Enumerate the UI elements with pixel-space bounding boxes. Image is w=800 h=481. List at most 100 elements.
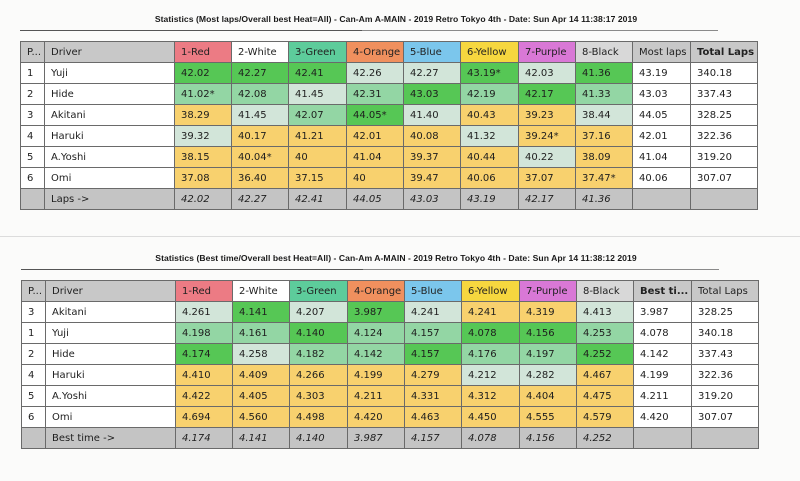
lane-4-orange-cell: 44.05*	[346, 104, 404, 126]
driver-cell: A.Yoshi	[44, 146, 175, 168]
column-header-3-green[interactable]: 3-Green	[289, 280, 348, 302]
column-header-total-laps[interactable]: Total Laps	[690, 41, 758, 63]
lane-7-purple-cell: 39.23	[518, 104, 576, 126]
column-header-6-yellow[interactable]: 6-Yellow	[460, 41, 519, 63]
footer-row: Laps -> 42.02 42.27 42.41 44.05 43.03 43.19 42.…	[20, 188, 758, 210]
column-header-5-blue[interactable]: 5-Blue	[403, 41, 461, 63]
column-header-1-red[interactable]: 1-Red	[174, 41, 232, 63]
column-header-6-yellow[interactable]: 6-Yellow	[461, 280, 520, 302]
lane-4-orange-cell: 40	[346, 167, 404, 189]
column-header-1-red[interactable]: 1-Red	[175, 280, 233, 302]
lane-7-purple-cell: 4.197	[519, 343, 577, 365]
table2-title-rule-right	[363, 269, 719, 270]
footer-label: Laps ->	[44, 188, 175, 210]
lane-8-black-cell: 4.579	[576, 406, 634, 428]
lane-5-blue-cell: 4.331	[404, 385, 462, 407]
lane-4-orange-cell: 42.31	[346, 83, 404, 105]
position-cell: 1	[20, 62, 45, 84]
lane-4-orange-cell: 4.211	[347, 385, 405, 407]
lane-7-purple-cell: 4.555	[519, 406, 577, 428]
lane-8-black-cell: 38.44	[575, 104, 633, 126]
lane-5-blue-cell: 4.241	[404, 301, 462, 323]
lane-8-black-cell: 37.47*	[575, 167, 633, 189]
column-header-8-black[interactable]: 8-Black	[575, 41, 633, 63]
position-cell: 5	[20, 146, 45, 168]
total-laps-cell: 319.20	[690, 146, 758, 168]
table-row: 6 Omi 37.08 36.40 37.15 40 39.47 40.06 37.07 37.4…	[20, 167, 758, 189]
column-header-driver[interactable]: Driver	[44, 41, 175, 63]
footer-best-cell: 41.36	[575, 188, 633, 210]
column-header-p[interactable]: P...	[20, 41, 45, 63]
lane-5-blue-cell: 40.08	[403, 125, 461, 147]
footer-empty-cell	[20, 188, 45, 210]
lane-2-white-cell: 42.27	[231, 62, 289, 84]
total-laps-cell: 307.07	[690, 167, 758, 189]
lane-3-green-cell: 41.45	[288, 83, 347, 105]
table-row: 4 Haruki 39.32 40.17 41.21 42.01 40.08 41.32 39.…	[20, 125, 758, 147]
column-header-3-green[interactable]: 3-Green	[288, 41, 347, 63]
column-header-total-laps[interactable]: Total Laps	[691, 280, 759, 302]
column-header-2-white[interactable]: 2-White	[232, 280, 290, 302]
table-header-row: P... Driver 1-Red 2-White 3-Green 4-Orange 5-B…	[20, 41, 758, 63]
lane-1-red-cell: 4.410	[175, 364, 233, 386]
lane-8-black-cell: 4.475	[576, 385, 634, 407]
column-header-best-ti[interactable]: Best ti...	[633, 280, 692, 302]
footer-empty-cell	[690, 188, 758, 210]
total-laps-cell: 340.18	[690, 62, 758, 84]
lane-5-blue-cell: 43.03	[403, 83, 461, 105]
lane-4-orange-cell: 4.142	[347, 343, 405, 365]
footer-best-cell: 43.19	[460, 188, 519, 210]
lane-6-yellow-cell: 40.44	[460, 146, 519, 168]
column-header-7-purple[interactable]: 7-Purple	[518, 41, 576, 63]
table-row: 2 Hide 4.174 4.258 4.182 4.142 4.157 4.176 4.197…	[21, 343, 759, 365]
footer-empty-cell	[632, 188, 691, 210]
column-header-most-laps[interactable]: Most laps	[632, 41, 691, 63]
lane-7-purple-cell: 42.03	[518, 62, 576, 84]
lane-2-white-cell: 4.560	[232, 406, 290, 428]
driver-cell: Haruki	[44, 125, 175, 147]
lane-8-black-cell: 4.253	[576, 322, 634, 344]
footer-empty-cell	[21, 427, 46, 449]
driver-cell: Omi	[45, 406, 176, 428]
column-header-4-orange[interactable]: 4-Orange	[346, 41, 404, 63]
lane-7-purple-cell: 4.156	[519, 322, 577, 344]
table-row: 3 Akitani 38.29 41.45 42.07 44.05* 41.40 40.43 3…	[20, 104, 758, 126]
column-header-8-black[interactable]: 8-Black	[576, 280, 634, 302]
lane-3-green-cell: 4.498	[289, 406, 348, 428]
footer-best-cell: 42.41	[288, 188, 347, 210]
best-cell: 43.03	[632, 83, 691, 105]
position-cell: 1	[21, 322, 46, 344]
column-header-7-purple[interactable]: 7-Purple	[519, 280, 577, 302]
footer-best-cell: 4.156	[519, 427, 577, 449]
lane-7-purple-cell: 39.24*	[518, 125, 576, 147]
footer-best-cell: 42.17	[518, 188, 576, 210]
lane-3-green-cell: 4.140	[289, 322, 348, 344]
column-header-2-white[interactable]: 2-White	[231, 41, 289, 63]
column-header-driver[interactable]: Driver	[45, 280, 176, 302]
table-row: 5 A.Yoshi 38.15 40.04* 40 41.04 39.37 40.44 40.2…	[20, 146, 758, 168]
lane-8-black-cell: 38.09	[575, 146, 633, 168]
total-laps-cell: 328.25	[690, 104, 758, 126]
lane-1-red-cell: 38.29	[174, 104, 232, 126]
best-cell: 44.05	[632, 104, 691, 126]
table1-title: Statistics (Most laps/Overall best Heat=…	[154, 14, 638, 24]
lane-5-blue-cell: 4.463	[404, 406, 462, 428]
best-cell: 42.01	[632, 125, 691, 147]
lane-2-white-cell: 40.17	[231, 125, 289, 147]
position-cell: 3	[21, 301, 46, 323]
lane-7-purple-cell: 4.404	[519, 385, 577, 407]
lane-3-green-cell: 4.266	[289, 364, 348, 386]
column-header-4-orange[interactable]: 4-Orange	[347, 280, 405, 302]
driver-cell: Yuji	[45, 322, 176, 344]
lane-7-purple-cell: 4.319	[519, 301, 577, 323]
footer-best-cell: 4.157	[404, 427, 462, 449]
table1-title-rule	[20, 30, 362, 31]
table2-title-rule	[21, 269, 363, 270]
column-header-5-blue[interactable]: 5-Blue	[404, 280, 462, 302]
column-header-p[interactable]: P...	[21, 280, 46, 302]
lane-5-blue-cell: 39.47	[403, 167, 461, 189]
lane-1-red-cell: 4.198	[175, 322, 233, 344]
lane-6-yellow-cell: 40.43	[460, 104, 519, 126]
footer-best-cell: 42.27	[231, 188, 289, 210]
lane-2-white-cell: 4.258	[232, 343, 290, 365]
